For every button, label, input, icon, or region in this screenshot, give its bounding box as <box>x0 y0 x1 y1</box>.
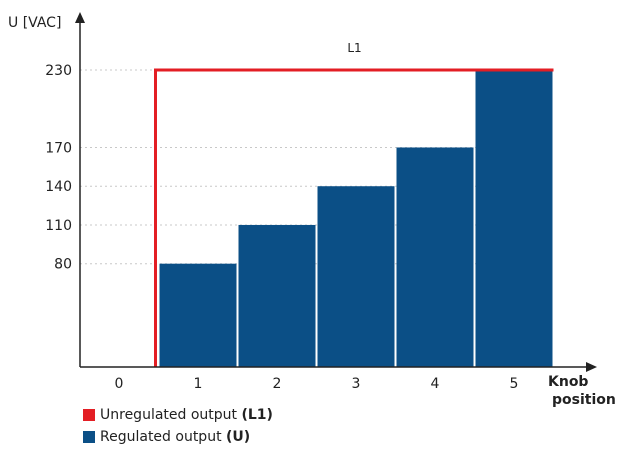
x-tick-label-2: 2 <box>273 376 282 392</box>
legend-swatch-unregulated <box>83 409 95 421</box>
y-tick-label-230: 230 <box>45 63 72 79</box>
x-tick-label-1: 1 <box>194 376 203 392</box>
legend-item-unregulated: Unregulated output (L1) <box>83 404 273 426</box>
x-tick-label-5: 5 <box>510 376 519 392</box>
y-axis-arrow <box>75 12 85 23</box>
x-axis-title-line1: Knob <box>548 374 588 390</box>
bar-4 <box>396 147 474 367</box>
axes <box>75 12 597 372</box>
y-tick-label-170: 170 <box>45 140 72 156</box>
x-axis-title-line2: position <box>552 392 616 408</box>
unregulated-output-line <box>154 68 554 367</box>
bar-2 <box>238 224 316 367</box>
legend-swatch-regulated <box>83 431 95 443</box>
legend-item-regulated: Regulated output (U) <box>83 426 273 448</box>
y-axis-title: U [VAC] <box>8 15 61 31</box>
bar-series <box>159 70 553 367</box>
tick-labels: 80 110 140 170 230 0 1 2 3 4 5 <box>45 63 518 392</box>
line-series <box>154 68 554 367</box>
l1-series-label: L1 <box>347 41 361 55</box>
legend-label-unregulated: Unregulated output (L1) <box>100 407 273 423</box>
y-tick-label-80: 80 <box>54 257 72 273</box>
x-axis-arrow <box>586 362 597 372</box>
bar-3 <box>317 186 395 367</box>
x-tick-label-4: 4 <box>431 376 440 392</box>
bar-1 <box>159 263 237 367</box>
legend-label-regulated: Regulated output (U) <box>100 429 251 445</box>
y-tick-label-140: 140 <box>45 179 72 195</box>
x-tick-label-0: 0 <box>115 376 124 392</box>
x-tick-label-3: 3 <box>352 376 361 392</box>
y-tick-label-110: 110 <box>45 218 72 234</box>
bar-5 <box>475 70 553 367</box>
legend: Unregulated output (L1) Regulated output… <box>83 404 273 448</box>
